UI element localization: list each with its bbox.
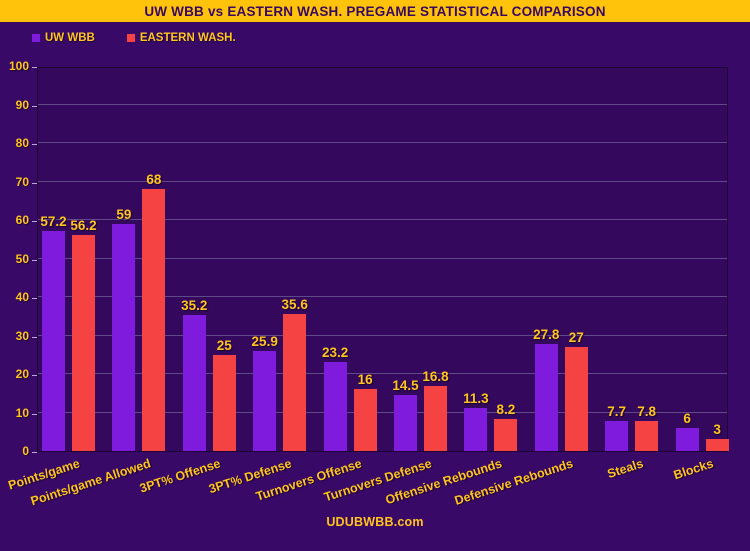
y-axis-tick-label: 50 bbox=[15, 251, 29, 266]
bar-uw-wbb bbox=[534, 343, 558, 451]
bar-value-label: 11.3 bbox=[463, 390, 489, 406]
bar-eastern-wash bbox=[564, 347, 588, 451]
bar-uw-wbb bbox=[253, 351, 277, 451]
bar-value-label: 35.6 bbox=[281, 296, 308, 312]
bar-uw-wbb bbox=[182, 315, 206, 451]
y-axis-tick-label: 80 bbox=[15, 136, 29, 150]
y-axis-tick-label: 70 bbox=[15, 174, 29, 189]
y-axis-tick bbox=[32, 336, 37, 338]
bar-eastern-wash bbox=[635, 420, 659, 451]
y-axis-tick-label: 40 bbox=[15, 290, 29, 304]
gridline bbox=[38, 180, 727, 182]
bar-value-label: 56.2 bbox=[70, 217, 97, 233]
bar-value-label: 16 bbox=[357, 372, 373, 388]
bar-value-label: 23.2 bbox=[321, 344, 349, 360]
bar-value-label: 14.5 bbox=[392, 378, 419, 394]
bar-uw-wbb bbox=[394, 395, 417, 451]
bar-eastern-wash bbox=[494, 419, 518, 451]
bar-uw-wbb bbox=[323, 361, 347, 451]
bar-value-label: 6 bbox=[683, 410, 691, 426]
x-category-label: Defensive Rebounds bbox=[452, 456, 575, 508]
gridline bbox=[38, 257, 727, 259]
bar-value-label: 8.2 bbox=[496, 402, 516, 418]
gridline bbox=[38, 103, 727, 105]
bar-eastern-wash bbox=[424, 386, 447, 451]
y-axis-tick bbox=[32, 298, 37, 299]
bar-eastern-wash bbox=[705, 439, 729, 451]
bar-uw-wbb bbox=[605, 421, 629, 451]
y-axis-tick bbox=[32, 259, 37, 261]
bar-value-label: 3 bbox=[713, 422, 721, 438]
bar-value-label: 25 bbox=[216, 337, 232, 353]
y-axis-tick-label: 20 bbox=[15, 367, 29, 381]
y-axis-tick-label: 90 bbox=[15, 97, 29, 112]
x-category-label: Points/game Allowed bbox=[28, 456, 153, 509]
y-axis-tick bbox=[32, 144, 37, 145]
bar-value-label: 68 bbox=[146, 172, 162, 188]
bar-value-label: 27 bbox=[568, 330, 584, 346]
gridline bbox=[38, 219, 727, 220]
y-axis-tick-label: 100 bbox=[8, 59, 29, 73]
legend: UW WBB EASTERN WASH. bbox=[32, 32, 268, 44]
gridline bbox=[38, 296, 727, 297]
site-footer: UDUBWBB.com bbox=[326, 515, 424, 529]
gridline bbox=[38, 142, 727, 143]
title-bar: UW WBB vs EASTERN WASH. PREGAME STATISTI… bbox=[0, 0, 750, 22]
bar-uw-wbb bbox=[675, 427, 699, 451]
plot-area: 57.2 56.2 59 68 35.2 25 25.9 35.6 23.2 16 14.5 16.8… bbox=[37, 67, 729, 452]
bar-value-label: 57.2 bbox=[40, 213, 67, 229]
bar-value-label: 25.9 bbox=[251, 334, 278, 350]
y-axis-tick bbox=[32, 221, 37, 222]
bar-eastern-wash bbox=[353, 389, 377, 451]
legend-label-eastern-wash: EASTERN WASH. bbox=[139, 32, 236, 44]
bar-value-label: 59 bbox=[116, 206, 132, 222]
y-axis-tick bbox=[32, 375, 37, 376]
y-axis-tick bbox=[32, 182, 37, 184]
chart-title: UW WBB vs EASTERN WASH. PREGAME STATISTI… bbox=[144, 3, 606, 19]
bar-value-label: 7.8 bbox=[637, 403, 657, 419]
legend-swatch-eastern-wash bbox=[126, 34, 135, 42]
gridline bbox=[38, 334, 727, 336]
bar-uw-wbb bbox=[112, 223, 136, 451]
bar-eastern-wash bbox=[212, 354, 236, 451]
bar-uw-wbb bbox=[464, 407, 488, 451]
y-axis-tick-label: 60 bbox=[15, 213, 29, 227]
y-axis-tick bbox=[32, 105, 37, 107]
bar-eastern-wash bbox=[142, 189, 166, 451]
legend-label-uw-wbb: UW WBB bbox=[45, 32, 95, 44]
x-category-label: Blocks bbox=[671, 456, 716, 483]
gridline bbox=[38, 373, 727, 374]
bar-value-label: 7.7 bbox=[607, 404, 627, 420]
y-axis-tick-label: 10 bbox=[15, 405, 29, 420]
y-axis-tick bbox=[32, 67, 37, 68]
x-category-label: Steals bbox=[605, 456, 645, 482]
bar-uw-wbb bbox=[42, 230, 65, 451]
y-axis-tick-label: 0 bbox=[22, 444, 29, 458]
bar-eastern-wash bbox=[72, 234, 95, 451]
y-axis-tick bbox=[32, 452, 37, 453]
bar-value-label: 16.8 bbox=[422, 369, 449, 385]
bar-value-label: 27.8 bbox=[533, 326, 560, 342]
bar-value-label: 35.2 bbox=[181, 298, 208, 314]
gridline bbox=[38, 411, 727, 413]
y-axis-tick bbox=[32, 413, 37, 415]
y-axis-tick-label: 30 bbox=[15, 328, 29, 343]
bar-eastern-wash bbox=[283, 313, 307, 451]
legend-swatch-uw-wbb bbox=[32, 34, 40, 42]
